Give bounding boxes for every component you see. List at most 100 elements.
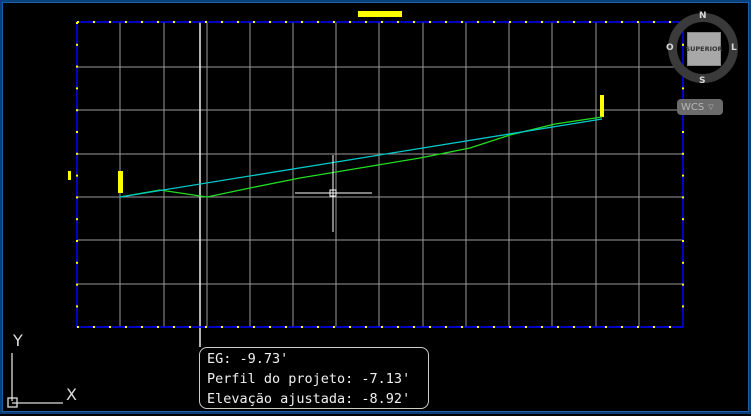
tick-mark bbox=[621, 326, 623, 328]
profile-tooltip: EG: -9.73' Perfil do projeto: -7.13' Ele… bbox=[199, 347, 429, 409]
tick-mark bbox=[682, 87, 684, 90]
tick-mark bbox=[682, 240, 684, 242]
tick-mark bbox=[509, 326, 511, 328]
crosshair-pickbox bbox=[329, 189, 337, 197]
ucs-x-label: X bbox=[66, 385, 77, 404]
tick-mark bbox=[477, 21, 479, 23]
tick-mark bbox=[381, 326, 383, 328]
tick-mark bbox=[157, 326, 159, 328]
tick-mark bbox=[682, 152, 684, 155]
tick-mark bbox=[205, 21, 207, 23]
tooltip-design-profile: Perfil do projeto: -7.13' bbox=[207, 371, 411, 387]
tick-mark bbox=[221, 21, 223, 23]
tick-mark bbox=[557, 21, 559, 23]
tick-mark bbox=[445, 326, 447, 328]
viewcube-face-top[interactable]: SUPERIOR bbox=[685, 32, 723, 66]
tick-mark bbox=[637, 21, 639, 23]
tick-mark bbox=[221, 326, 223, 328]
tick-mark bbox=[541, 21, 543, 23]
tick-mark bbox=[253, 326, 255, 328]
tick-mark bbox=[349, 21, 351, 23]
tick-mark bbox=[493, 21, 495, 23]
tick-mark bbox=[76, 261, 78, 264]
tick-mark bbox=[76, 152, 78, 155]
tick-mark bbox=[682, 218, 684, 221]
compass-south[interactable]: S bbox=[699, 76, 706, 86]
tick-mark bbox=[76, 196, 78, 199]
tick-mark bbox=[285, 21, 287, 23]
profile-view-title bbox=[358, 11, 402, 17]
tick-mark bbox=[141, 21, 143, 23]
tick-mark bbox=[669, 326, 671, 328]
tick-mark bbox=[682, 174, 684, 177]
tick-mark bbox=[605, 21, 607, 23]
tick-mark bbox=[237, 21, 239, 23]
tick-mark bbox=[477, 326, 479, 328]
tick-mark bbox=[76, 174, 78, 177]
tick-mark bbox=[682, 131, 684, 133]
tick-mark bbox=[445, 21, 447, 23]
tick-mark bbox=[605, 326, 607, 328]
tick-mark bbox=[525, 21, 527, 23]
tick-mark bbox=[381, 21, 383, 23]
tick-mark bbox=[573, 21, 575, 23]
wcs-menu-button[interactable]: WCS ▽ bbox=[677, 99, 723, 115]
tick-mark bbox=[365, 21, 367, 23]
tick-mark bbox=[589, 326, 591, 328]
tick-mark bbox=[333, 326, 335, 328]
compass-north[interactable]: N bbox=[699, 11, 707, 21]
tick-mark bbox=[493, 326, 495, 328]
tick-mark bbox=[157, 21, 159, 23]
axis-label bbox=[68, 171, 71, 180]
tick-mark bbox=[397, 21, 399, 23]
tick-mark bbox=[76, 131, 78, 133]
tick-mark bbox=[669, 21, 671, 23]
compass-east[interactable]: L bbox=[731, 43, 737, 53]
tick-mark bbox=[365, 326, 367, 328]
tick-mark bbox=[76, 22, 78, 24]
tick-mark bbox=[301, 21, 303, 23]
compass-west[interactable]: O bbox=[666, 43, 674, 53]
tick-mark bbox=[76, 87, 78, 90]
tick-mark bbox=[682, 196, 684, 199]
tick-mark bbox=[173, 21, 175, 23]
tick-mark bbox=[77, 326, 79, 328]
tick-mark bbox=[682, 305, 684, 308]
tick-mark bbox=[141, 326, 143, 328]
tick-mark bbox=[413, 326, 415, 328]
tick-mark bbox=[205, 326, 207, 328]
tick-mark bbox=[76, 65, 78, 68]
station-label bbox=[118, 171, 123, 193]
tick-mark bbox=[125, 21, 127, 23]
tick-mark bbox=[589, 21, 591, 23]
tick-mark bbox=[461, 21, 463, 23]
tick-mark bbox=[189, 21, 191, 23]
tick-mark bbox=[333, 21, 335, 23]
tick-mark bbox=[461, 326, 463, 328]
tick-mark bbox=[301, 326, 303, 328]
tooltip-adjusted-elevation: Elevação ajustada: -8.92' bbox=[207, 391, 411, 407]
tick-mark bbox=[413, 21, 415, 23]
tick-mark bbox=[557, 326, 559, 328]
tick-mark bbox=[317, 21, 319, 23]
tick-mark bbox=[189, 326, 191, 328]
station-label bbox=[600, 95, 604, 117]
tick-mark bbox=[93, 326, 95, 328]
tick-mark bbox=[125, 326, 127, 328]
tick-mark bbox=[76, 43, 78, 46]
tick-mark bbox=[509, 21, 511, 23]
tick-mark bbox=[621, 21, 623, 23]
tick-mark bbox=[269, 21, 271, 23]
tick-mark bbox=[269, 326, 271, 328]
tick-mark bbox=[573, 326, 575, 328]
tick-mark bbox=[653, 326, 655, 328]
wcs-label: WCS bbox=[681, 101, 705, 113]
tick-mark bbox=[237, 326, 239, 328]
profile-frame bbox=[76, 21, 684, 328]
viewcube-face-label: SUPERIOR bbox=[685, 45, 723, 53]
tick-mark bbox=[682, 283, 684, 286]
chevron-down-icon: ▽ bbox=[708, 103, 714, 111]
tick-mark bbox=[525, 326, 527, 328]
viewcube-compass[interactable] bbox=[668, 13, 738, 83]
